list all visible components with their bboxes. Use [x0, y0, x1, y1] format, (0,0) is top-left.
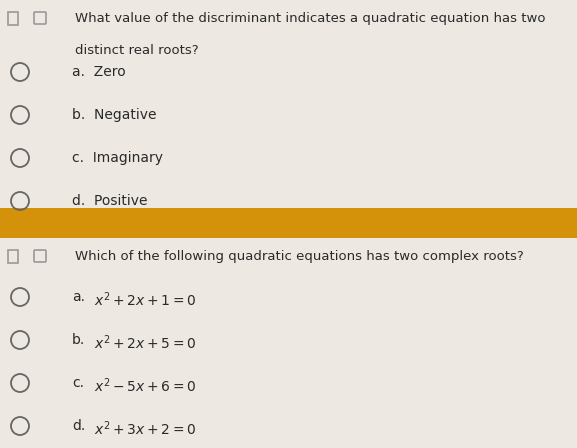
Text: $x^2-5x+6=0$: $x^2-5x+6=0$: [94, 376, 197, 395]
Text: b.: b.: [72, 333, 85, 347]
Text: c.: c.: [72, 376, 84, 390]
Text: a.  Zero: a. Zero: [72, 65, 126, 79]
Text: $x^2+2x+1=0$: $x^2+2x+1=0$: [94, 290, 197, 309]
Text: b.  Negative: b. Negative: [72, 108, 156, 122]
Text: a.: a.: [72, 290, 85, 304]
Text: d.  Positive: d. Positive: [72, 194, 148, 208]
Text: d.: d.: [72, 419, 85, 433]
Text: distinct real roots?: distinct real roots?: [75, 44, 198, 57]
Text: c.  Imaginary: c. Imaginary: [72, 151, 163, 165]
Text: Which of the following quadratic equations has two complex roots?: Which of the following quadratic equatio…: [75, 250, 524, 263]
Text: What value of the discriminant indicates a quadratic equation has two: What value of the discriminant indicates…: [75, 12, 545, 25]
Text: $x^2+2x+5=0$: $x^2+2x+5=0$: [94, 333, 197, 352]
Bar: [0, 208, 577, 238]
Text: $x^2+3x+2=0$: $x^2+3x+2=0$: [94, 419, 197, 438]
